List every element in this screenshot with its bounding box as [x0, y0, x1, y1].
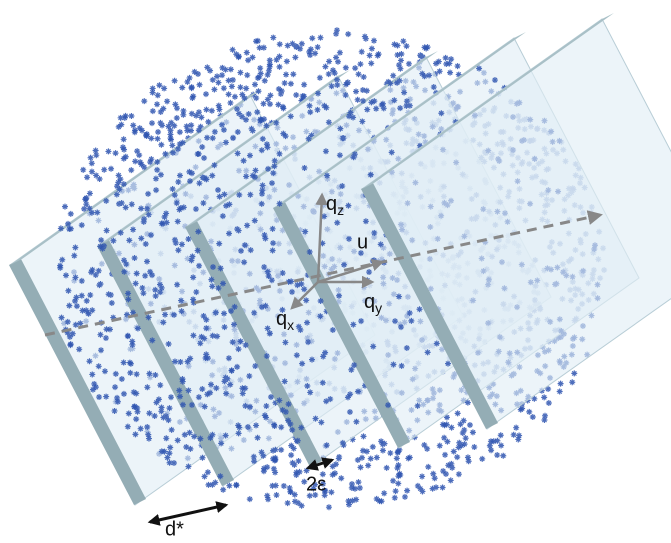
plate-top-edge [362, 13, 614, 189]
plate-top-edge [186, 51, 438, 227]
qx-axis [290, 281, 319, 310]
plate-edge [9, 259, 146, 505]
plates-and-points [9, 13, 671, 511]
qx-sub: x [287, 317, 294, 333]
d-star-arrow [147, 501, 229, 526]
qx-main: q [276, 308, 287, 330]
qx-label: qx [276, 308, 294, 332]
qz-sub: z [337, 202, 344, 218]
qz-label: qz [326, 193, 344, 217]
plate-edge [273, 202, 410, 448]
qz-main: q [326, 193, 337, 215]
qz-axis [315, 192, 328, 283]
plate-top-edge [274, 32, 526, 208]
axes [290, 192, 385, 310]
qy-main: q [364, 291, 375, 313]
beam-axis [44, 210, 603, 337]
qy-label: qy [364, 291, 382, 315]
plate-top-edge [98, 70, 350, 246]
two-eps-arrow [305, 457, 335, 471]
u-axis [317, 259, 385, 284]
u-label: u [357, 231, 368, 253]
two-eps-label: 2ε [306, 473, 326, 495]
d-star-label: d* [165, 518, 184, 540]
plate-edge [361, 183, 498, 429]
qy-sub: y [375, 300, 382, 316]
plate-edge [97, 240, 234, 486]
